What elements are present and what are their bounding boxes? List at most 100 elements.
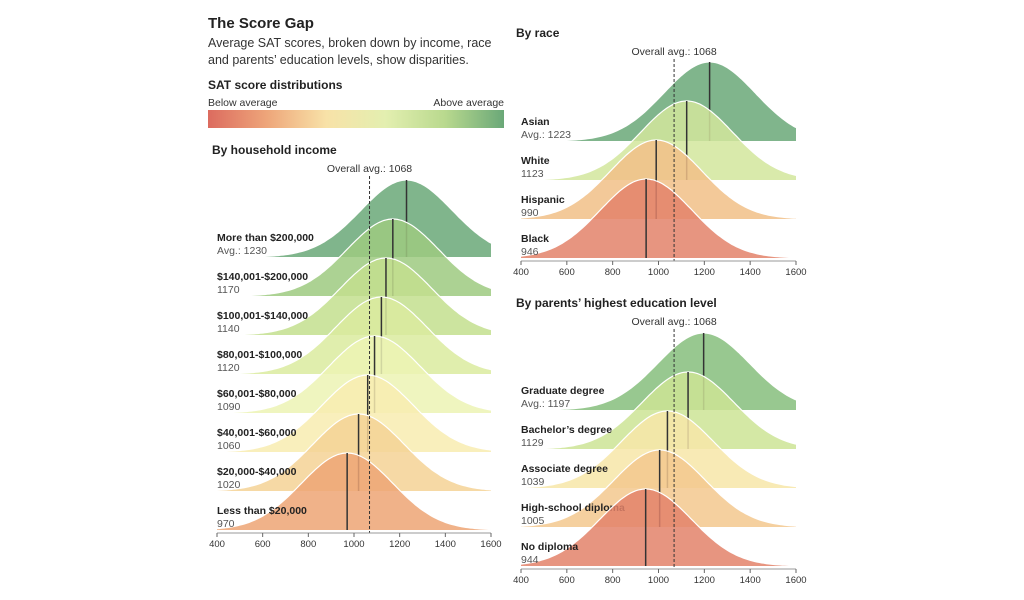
ridge-label: $80,001-$100,000: [217, 349, 302, 361]
ridge-label: Asian: [521, 116, 550, 128]
ridge-value: 1020: [217, 479, 241, 491]
x-tick-label: 800: [605, 267, 621, 278]
x-tick-label: 1400: [740, 575, 761, 586]
ridge-outline: [217, 257, 492, 336]
x-tick-label: 1400: [435, 539, 456, 550]
ridge-outline: [520, 178, 796, 259]
ridge-area: [217, 375, 491, 452]
ridge-label: $100,001-$140,000: [217, 310, 308, 322]
chart-subtitle-line1: Average SAT scores, broken down by incom…: [208, 36, 492, 50]
ridge-value: 1120: [217, 362, 240, 374]
ridge-outline: [520, 449, 797, 527]
ridge-outline: [521, 332, 797, 411]
x-tick-label: 600: [559, 575, 575, 586]
x-tick-label: 1200: [694, 575, 715, 586]
x-tick-label: 1600: [785, 267, 806, 278]
ridge-label: Hispanic: [521, 194, 565, 206]
ridge-outline: [217, 335, 492, 414]
legend-gradient-bar: [208, 110, 504, 128]
ridge-area: [521, 179, 796, 258]
overall-average-label: Overall avg.: 1068: [327, 163, 412, 175]
ridge-label: Black: [521, 233, 549, 245]
ridge-label: $20,000-$40,000: [217, 466, 297, 478]
ridgeline-panel-3: By parents’ highest education level Gradu…: [513, 296, 807, 586]
legend-low-label: Below average: [208, 97, 278, 109]
panel-title: By race: [516, 26, 560, 40]
x-tick-label: 800: [605, 575, 621, 586]
x-tick-label: 1200: [389, 539, 410, 550]
ridge-value: 970: [217, 518, 235, 530]
legend-high-label: Above average: [433, 97, 504, 109]
ridge-area: [521, 333, 796, 410]
ridge-value: 1123: [521, 168, 544, 180]
ridge-value: Avg.: 1223: [521, 129, 571, 141]
ridge-area: [217, 297, 491, 374]
ridge-outline: [216, 218, 492, 297]
ridge-value: 1140: [217, 323, 240, 335]
ridge-area: [217, 414, 491, 491]
ridge-outline: [520, 139, 797, 219]
x-tick-label: 400: [209, 539, 225, 550]
ridge-value: 1129: [521, 437, 544, 449]
x-tick-label: 400: [513, 575, 529, 586]
x-tick-label: 1000: [648, 575, 669, 586]
ridge-outline: [521, 100, 797, 181]
ridge-label: High-school diploma: [521, 502, 625, 514]
ridge-outline: [520, 488, 796, 567]
ridge-area: [521, 372, 796, 449]
ridge-label: Bachelor’s degree: [521, 424, 612, 436]
panel-title: By parents’ highest education level: [516, 296, 717, 310]
legend-title: SAT score distributions: [208, 78, 343, 92]
ridge-outline: [521, 371, 797, 450]
ridge-value: 1170: [217, 284, 240, 296]
chart-title: The Score Gap: [208, 15, 314, 32]
ridge-label: Less than $20,000: [217, 505, 307, 517]
ridge-value: 944: [521, 554, 539, 566]
ridge-label: $40,001-$60,000: [217, 427, 297, 439]
ridge-area: [217, 258, 491, 335]
ridgeline-panel-1: By household income More than $200,000Avg…: [209, 143, 502, 550]
ridge-outline: [216, 413, 492, 491]
ridge-area: [217, 219, 491, 296]
ridge-area: [217, 336, 491, 413]
x-tick-label: 600: [559, 267, 575, 278]
ridge-area: [521, 450, 796, 527]
overall-average-label: Overall avg.: 1068: [631, 316, 716, 328]
x-tick-label: 1200: [694, 267, 715, 278]
overall-average-label: Overall avg.: 1068: [631, 46, 716, 58]
x-tick-label: 1000: [648, 267, 669, 278]
ridge-outline: [216, 452, 492, 531]
x-tick-label: 400: [513, 267, 529, 278]
ridge-value: 1090: [217, 401, 241, 413]
x-tick-label: 800: [300, 539, 316, 550]
ridge-label: $140,001-$200,000: [217, 271, 308, 283]
ridge-label: $60,001-$80,000: [217, 388, 297, 400]
ridge-label: Associate degree: [521, 463, 608, 475]
ridge-outline: [521, 61, 797, 142]
ridge-value: 1060: [217, 440, 241, 452]
ridge-outline: [217, 179, 492, 258]
panel-title: By household income: [212, 143, 337, 157]
ridge-label: Graduate degree: [521, 385, 605, 397]
x-tick-label: 1000: [343, 539, 364, 550]
x-tick-label: 1400: [740, 267, 761, 278]
ridge-area: [521, 140, 796, 219]
x-tick-label: 600: [255, 539, 271, 550]
ridge-value: 946: [521, 246, 539, 258]
ridge-label: No diploma: [521, 541, 578, 553]
ridge-outline: [217, 296, 492, 375]
x-tick-label: 1600: [480, 539, 501, 550]
ridge-outline: [216, 374, 492, 453]
